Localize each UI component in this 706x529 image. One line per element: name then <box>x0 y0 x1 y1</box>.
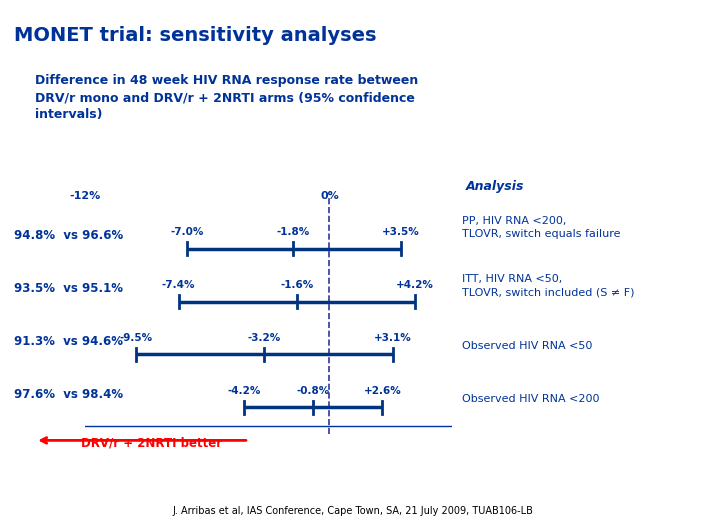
Text: 97.6%  vs 98.4%: 97.6% vs 98.4% <box>14 388 124 400</box>
Text: +4.2%: +4.2% <box>396 280 434 290</box>
Text: -12%: -12% <box>69 191 100 201</box>
Text: 94.8%  vs 96.6%: 94.8% vs 96.6% <box>14 229 124 242</box>
Text: Analysis: Analysis <box>466 180 525 193</box>
Text: -0.8%: -0.8% <box>297 386 330 396</box>
Text: +3.1%: +3.1% <box>373 333 412 343</box>
Text: -7.0%: -7.0% <box>170 227 203 237</box>
Text: -1.8%: -1.8% <box>276 227 309 237</box>
Text: J. Arribas et al, IAS Conference, Cape Town, SA, 21 July 2009, TUAB106-LB: J. Arribas et al, IAS Conference, Cape T… <box>172 506 534 516</box>
Text: Difference in 48 week HIV RNA response rate between
DRV/r mono and DRV/r + 2NRTI: Difference in 48 week HIV RNA response r… <box>35 74 419 121</box>
Text: PP, HIV RNA <200,
TLOVR, switch equals failure: PP, HIV RNA <200, TLOVR, switch equals f… <box>462 216 621 239</box>
Text: MONET trial: sensitivity analyses: MONET trial: sensitivity analyses <box>14 26 376 45</box>
Text: -3.2%: -3.2% <box>248 333 281 343</box>
Text: -4.2%: -4.2% <box>227 386 261 396</box>
Text: Observed HIV RNA <50: Observed HIV RNA <50 <box>462 342 593 351</box>
Text: -9.5%: -9.5% <box>119 333 152 343</box>
Text: +3.5%: +3.5% <box>382 227 420 237</box>
Text: +2.6%: +2.6% <box>364 386 402 396</box>
Text: -7.4%: -7.4% <box>162 280 196 290</box>
Text: 91.3%  vs 94.6%: 91.3% vs 94.6% <box>14 335 123 348</box>
Text: ITT, HIV RNA <50,
TLOVR, switch included (S ≠ F): ITT, HIV RNA <50, TLOVR, switch included… <box>462 274 635 297</box>
Text: DRV/r + 2NRTI better: DRV/r + 2NRTI better <box>81 436 222 449</box>
Text: 0%: 0% <box>320 191 339 201</box>
Text: -1.6%: -1.6% <box>280 280 313 290</box>
Text: 93.5%  vs 95.1%: 93.5% vs 95.1% <box>14 282 123 295</box>
Text: Observed HIV RNA <200: Observed HIV RNA <200 <box>462 395 600 404</box>
